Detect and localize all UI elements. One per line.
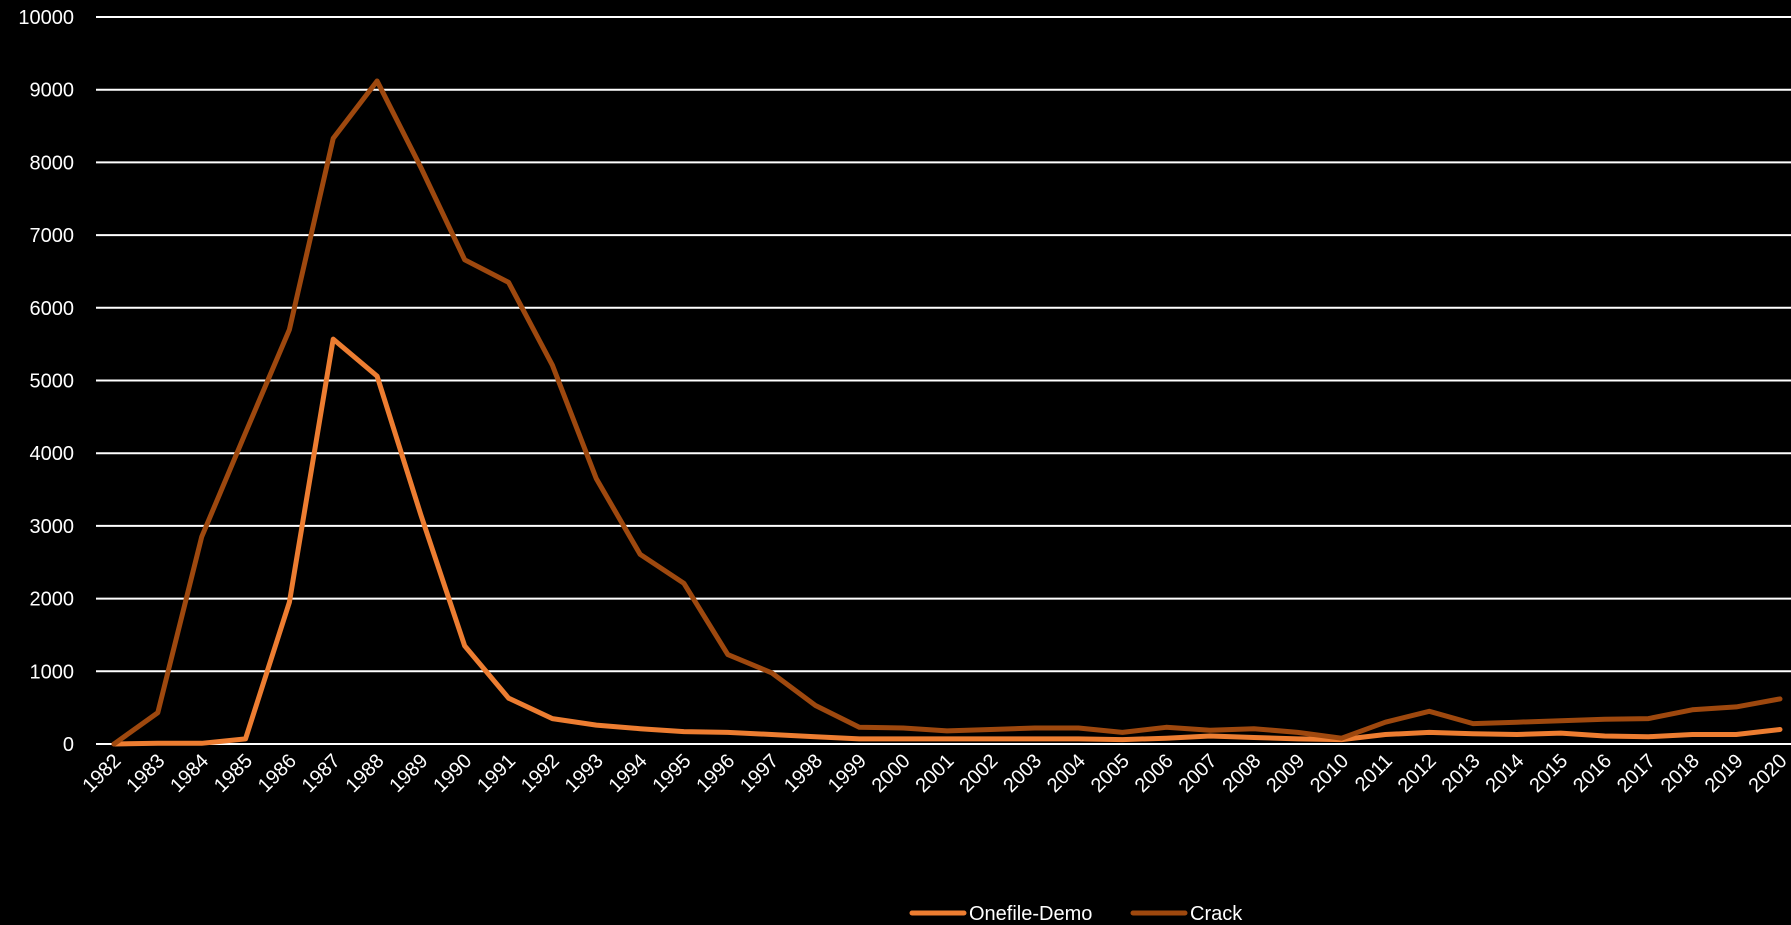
x-tick-label: 2002 — [955, 750, 1002, 797]
y-tick-label: 6000 — [30, 298, 75, 320]
x-tick-label: 2013 — [1438, 750, 1485, 797]
series-line-onefile-demo — [111, 336, 1783, 747]
x-tick-label: 1993 — [561, 750, 608, 797]
x-tick-label: 2011 — [1351, 750, 1397, 796]
y-tick-label: 10000 — [18, 7, 74, 29]
y-tick-label: 3000 — [30, 516, 75, 538]
x-tick-label: 2017 — [1613, 750, 1660, 797]
y-axis-tick-labels: 0 1000 2000 3000 4000 5000 6000 7000 8000 9000 100… — [18, 7, 74, 756]
y-tick-label: 1000 — [30, 661, 75, 683]
x-tick-label: 2014 — [1481, 750, 1528, 797]
x-tick-label: 2006 — [1131, 750, 1178, 797]
x-tick-label: 1996 — [692, 750, 739, 797]
legend: Onefile-Demo Crack — [909, 903, 1243, 925]
x-tick-label: 1990 — [429, 750, 476, 797]
x-tick-label: 1984 — [166, 750, 213, 797]
x-axis-tick-labels: 1982198319841985198619871988198919901991… — [79, 750, 1791, 797]
x-tick-label: 2016 — [1569, 750, 1616, 797]
series-lines — [111, 78, 1783, 747]
y-tick-label: 7000 — [30, 225, 75, 247]
x-tick-label: 2020 — [1745, 750, 1791, 797]
y-tick-label: 9000 — [30, 80, 75, 102]
x-tick-label: 1997 — [736, 750, 783, 797]
y-tick-label: 4000 — [30, 443, 75, 465]
x-tick-label: 1995 — [648, 750, 695, 797]
x-tick-label: 2005 — [1087, 750, 1134, 797]
x-tick-label: 2001 — [912, 750, 959, 797]
legend-label: Crack — [1190, 903, 1243, 925]
x-tick-label: 2010 — [1306, 750, 1353, 797]
y-tick-label: 2000 — [30, 589, 75, 611]
x-tick-label: 1994 — [605, 750, 652, 797]
x-tick-label: 1982 — [79, 750, 126, 797]
legend-label: Onefile-Demo — [969, 903, 1092, 925]
x-tick-label: 1991 — [473, 750, 520, 797]
x-tick-label: 1998 — [780, 750, 827, 797]
x-tick-label: 2019 — [1701, 750, 1748, 797]
x-tick-label: 1983 — [122, 750, 169, 797]
x-tick-label: 1988 — [342, 750, 389, 797]
x-tick-label: 2007 — [1175, 750, 1222, 797]
x-tick-label: 1986 — [254, 750, 301, 797]
y-tick-label: 5000 — [30, 371, 75, 393]
y-tick-label: 0 — [63, 734, 74, 756]
x-tick-label: 2003 — [999, 750, 1046, 797]
y-tick-label: 8000 — [30, 152, 75, 174]
x-tick-label: 1992 — [517, 750, 564, 797]
gridlines — [96, 16, 1791, 745]
x-tick-label: 2015 — [1525, 750, 1572, 797]
x-tick-label: 1999 — [824, 750, 871, 797]
x-tick-label: 1989 — [385, 750, 432, 797]
x-tick-label: 1985 — [210, 750, 257, 797]
x-tick-label: 2018 — [1657, 750, 1704, 797]
x-tick-label: 2000 — [868, 750, 915, 797]
x-tick-label: 2012 — [1394, 750, 1441, 797]
series-line-crack — [111, 78, 1783, 747]
x-tick-label: 2009 — [1262, 750, 1309, 797]
x-tick-label: 1987 — [298, 750, 345, 797]
x-tick-label: 2008 — [1218, 750, 1265, 797]
x-tick-label: 2004 — [1043, 750, 1090, 797]
